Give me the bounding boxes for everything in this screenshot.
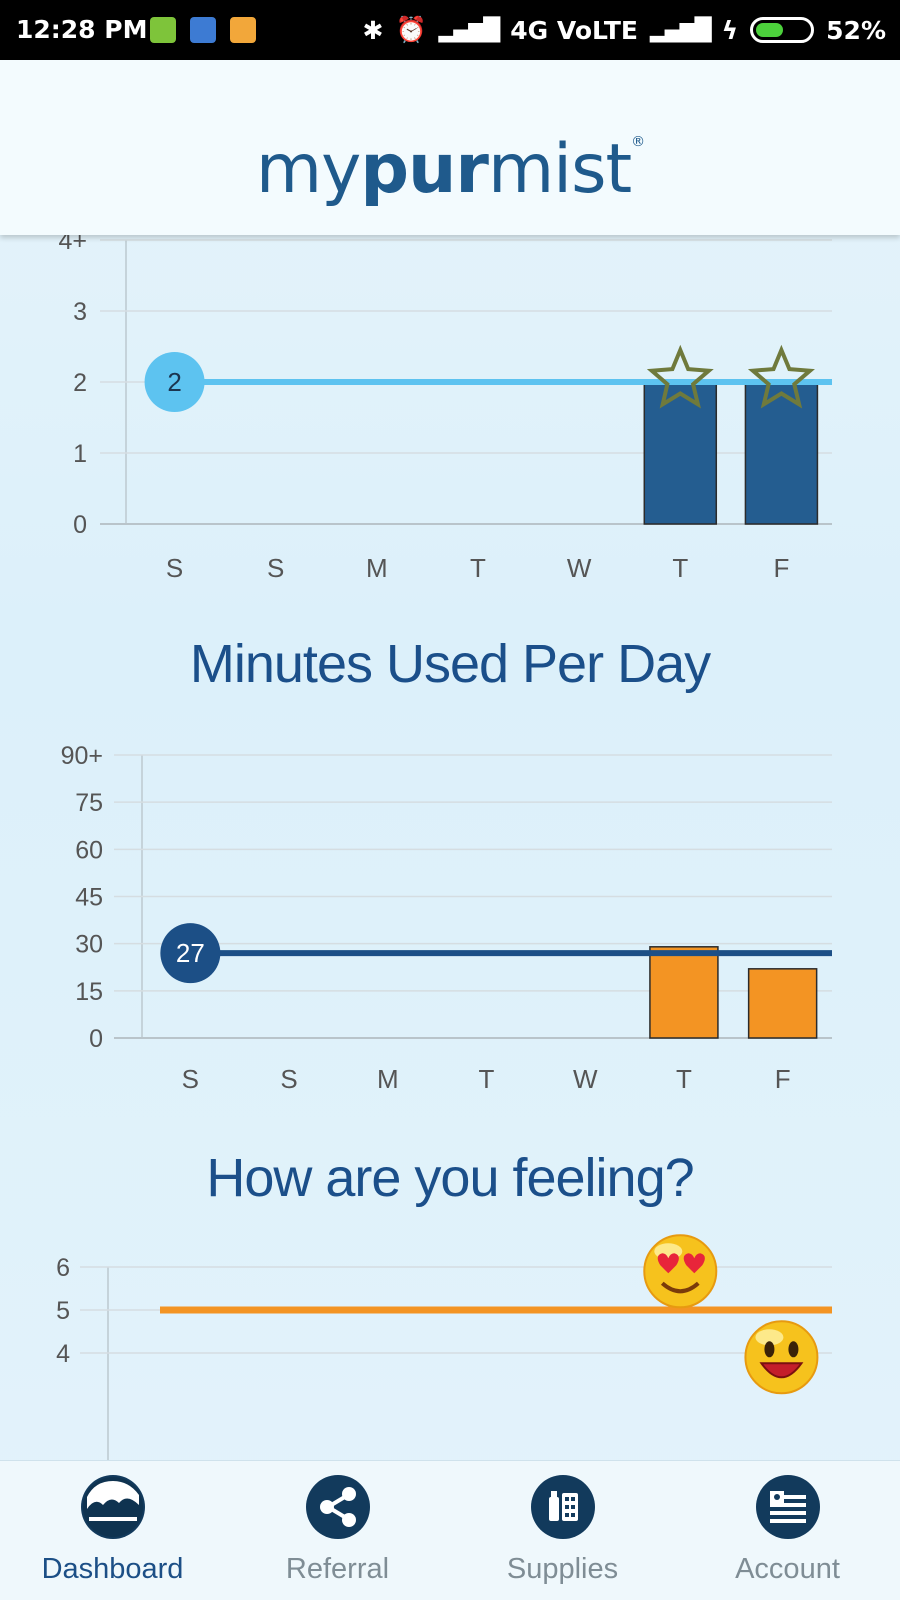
nav-account-label: Account [735,1553,840,1585]
y-tick-label: 6 [56,1254,70,1282]
status-time: 12:28 PM [16,15,148,44]
status-bar: 12:28 PM ✱ ⏰ ▂▄▆█ 4G VoLTE ▂▄▆█ ϟ 52% [0,0,900,60]
y-tick-label: 15 [75,978,103,1006]
star-icon [646,344,714,409]
x-tick-label: S [182,1064,199,1094]
account-icon-graphic [769,1491,806,1523]
minutes-title: Minutes Used Per Day [189,634,711,694]
signal-icon-2: ▂▄▆█ [649,17,712,43]
x-tick-label: T [672,553,688,583]
emoji-open-mouth [759,1362,804,1379]
notification-green-icon [150,17,176,43]
sessions-chart: 0 1 2 3 4+ 2 S S M T W T F [58,235,832,583]
y-tick-label: 0 [89,1025,103,1053]
app-logo: mypurmist® [0,130,900,209]
dashboard-icon [80,1475,145,1539]
x-tick-label: S [166,553,183,583]
bottom-nav: Dashboard Referral [0,1460,900,1600]
nav-referral-label: Referral [285,1553,390,1585]
nav-dashboard-label: Dashboard [41,1553,184,1585]
share-icon [305,1475,370,1539]
nav-supplies-label: Supplies [506,1553,619,1585]
bluetooth-icon: ✱ [362,15,384,45]
emoji-eye [788,1341,799,1358]
feeling-title: How are you feeling? [206,1148,694,1208]
supplies-icon [530,1475,595,1539]
y-tick-label: 0 [73,511,87,539]
battery-percent: 52% [826,15,886,45]
x-tick-label: M [366,553,388,583]
nav-account[interactable]: Account [675,1461,900,1600]
x-tick-label: S [280,1064,297,1094]
target-badge [144,352,205,412]
emoji-eye [764,1341,775,1358]
bar [649,946,719,1039]
share-icon-graphic [319,1487,356,1527]
emoji-face [643,1234,718,1309]
bar [744,381,819,525]
emoji-smile [660,1281,700,1294]
y-tick-label: 2 [73,369,87,397]
network-type: 4G VoLTE [510,15,638,45]
bar [747,968,818,1039]
x-tick-label: W [573,1064,598,1094]
y-tick-label: 30 [75,931,103,959]
x-tick-label: M [377,1064,399,1094]
x-tick-label: F [775,1064,791,1094]
nav-referral[interactable]: Referral [225,1461,450,1600]
notification-blue-icon [190,17,216,43]
app-header: mypurmist® [0,60,900,235]
y-tick-label: 75 [75,789,103,817]
logo-registered-mark: ® [631,134,645,150]
x-tick-label: T [470,553,486,583]
heart-eyes-emoji-icon [643,1234,718,1309]
nav-supplies[interactable]: Supplies [450,1461,675,1600]
star-icon [747,344,815,409]
target-badge-label: 2 [167,367,181,397]
supplies-icon-graphic [548,1491,578,1521]
x-tick-label: W [567,553,592,583]
y-tick-label: 4+ [58,235,87,255]
y-tick-label: 4 [56,1340,70,1368]
dashboard-content[interactable]: 0 1 2 3 4+ 2 S S M T W T F Minutes Used Per Day 0 15 3… [0,235,900,1460]
y-tick-label: 60 [75,836,103,864]
alarm-icon: ⏰ [395,15,427,44]
x-tick-label: T [676,1064,692,1094]
dashboard-icon-graphic [82,1477,143,1537]
target-badge-label: 27 [176,938,205,968]
x-tick-label: S [267,553,284,583]
battery-icon [750,17,815,43]
logo-part-mist: mist [487,130,632,209]
target-badge [160,923,221,984]
signal-icon: ▂▄▆█ [438,17,501,43]
y-tick-label: 5 [56,1297,70,1325]
logo-part-pur: pur [360,130,489,209]
emoji-heart-eye [683,1253,705,1274]
logo-part-my: my [255,130,361,209]
emoji-face [744,1320,819,1395]
charging-icon: ϟ [721,15,739,45]
account-icon [755,1475,820,1539]
emoji-heart-eye [657,1253,679,1274]
x-tick-label: T [479,1064,495,1094]
nav-dashboard[interactable]: Dashboard [0,1461,225,1600]
y-tick-label: 45 [75,884,103,912]
y-tick-label: 3 [73,298,87,326]
feeling-chart: 4 5 6 [56,1234,832,1460]
laughing-emoji-icon [744,1320,819,1395]
x-tick-label: F [773,553,789,583]
minutes-chart: 0 15 30 45 60 75 90+ 27 S S M T W T F [61,742,832,1094]
y-tick-label: 90+ [61,742,103,770]
notification-orange-icon [230,17,256,43]
y-tick-label: 1 [73,440,87,468]
emoji-shine [755,1329,784,1346]
bar [643,381,718,525]
